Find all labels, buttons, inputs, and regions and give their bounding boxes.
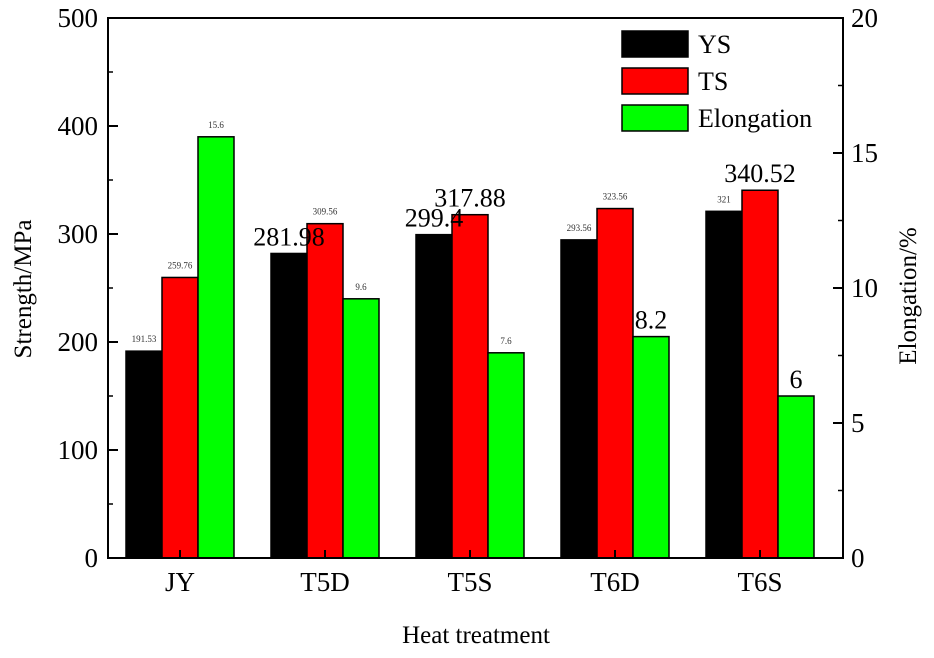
y-right-tick-label: 0 xyxy=(851,543,865,573)
bar-label-ys-t6s: 321 xyxy=(717,194,731,204)
x-axis-title: Heat treatment xyxy=(402,622,550,649)
bar-ys-t5d xyxy=(270,252,308,559)
bars-layer xyxy=(125,136,815,559)
bar-elongation-t5s xyxy=(487,352,525,559)
bar-ts-t5s xyxy=(451,213,489,559)
y-left-tick-label: 300 xyxy=(58,219,99,249)
axis-ticks: 0 100 200 300 400 500 0 5 10 15 20 JY T5D T5S T6D T6S xyxy=(58,3,879,597)
y-right-tick-label: 5 xyxy=(851,408,865,438)
x-tick-label-t6s: T6S xyxy=(737,567,782,597)
bar-label-ts-t5s: 317.88 xyxy=(434,184,506,213)
bar-label-elongation-t6d: 8.2 xyxy=(635,306,668,335)
bar-value-labels: 191.53 259.76 15.6 281.98 309.56 9.6 299.4317.… xyxy=(132,120,803,394)
x-tick-label-t5s: T5S xyxy=(447,567,492,597)
bar-elongation-t6s xyxy=(777,395,815,559)
bar-label-ys-t5s: 299.4 xyxy=(405,204,464,233)
bar-ys-t6s xyxy=(705,210,743,559)
bar-label-ys-t6d: 293.56 xyxy=(567,223,592,233)
legend-swatch-ts xyxy=(621,67,689,95)
bar-label-ts-t6s: 340.52 xyxy=(724,159,796,188)
legend: YS TS Elongation xyxy=(621,30,812,133)
y-right-tick-label: 15 xyxy=(851,138,878,168)
bar-elongation-t5d xyxy=(342,298,380,559)
bar-label-elongation-t6s: 6 xyxy=(790,365,803,394)
bar-label-elongation-t5s: 7.6 xyxy=(500,336,512,346)
bar-ts-t6d xyxy=(596,207,634,559)
bar-ts-t5d xyxy=(306,222,344,559)
bar-label-ys-t5d: 281.98 xyxy=(253,222,325,251)
legend-label-elongation: Elongation xyxy=(698,104,812,133)
y-axis-right-title: Elongation/% xyxy=(895,227,922,364)
bar-elongation-t6d xyxy=(632,335,670,559)
bar-ts-jy xyxy=(161,276,199,559)
y-left-tick-label: 0 xyxy=(85,543,99,573)
bar-label-ts-t5d: 309.56 xyxy=(313,207,338,217)
bar-label-ys-jy: 191.53 xyxy=(132,334,157,344)
bar-ts-t6s xyxy=(741,189,779,559)
bar-ys-jy xyxy=(125,350,163,559)
bar-label-ts-jy: 259.76 xyxy=(168,260,193,270)
x-tick-label-t5d: T5D xyxy=(300,567,350,597)
bar-label-ts-t6d: 323.56 xyxy=(603,192,628,202)
bar-label-elongation-jy: 15.6 xyxy=(208,120,224,130)
legend-label-ys: YS xyxy=(698,30,731,59)
x-tick-label-jy: JY xyxy=(165,567,195,597)
bar-label-elongation-t5d: 9.6 xyxy=(355,282,367,292)
y-right-tick-label: 20 xyxy=(851,3,878,33)
legend-swatch-elongation xyxy=(621,104,689,132)
bar-ys-t6d xyxy=(560,239,598,559)
y-left-tick-label: 500 xyxy=(58,3,99,33)
legend-label-ts: TS xyxy=(698,67,728,96)
y-left-tick-label: 200 xyxy=(58,327,99,357)
y-left-tick-label: 400 xyxy=(58,111,99,141)
x-tick-label-t6d: T6D xyxy=(590,567,640,597)
legend-swatch-ys xyxy=(621,30,689,58)
y-left-tick-label: 100 xyxy=(58,435,99,465)
bar-elongation-jy xyxy=(197,136,235,559)
y-right-tick-label: 10 xyxy=(851,273,878,303)
y-axis-left-title: Strength/MPa xyxy=(10,220,37,359)
bar-ys-t5s xyxy=(415,233,453,559)
